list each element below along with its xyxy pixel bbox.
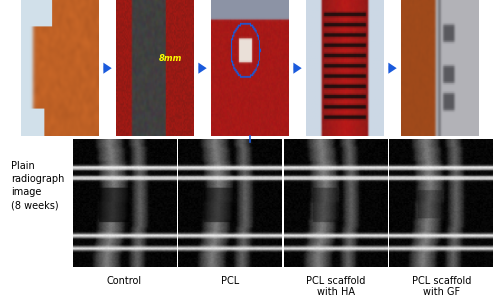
FancyArrowPatch shape: [294, 63, 302, 74]
Text: 8mm: 8mm: [159, 54, 182, 63]
Text: Scaffold: Scaffold: [230, 146, 270, 157]
Text: PCL scaffold
with GF: PCL scaffold with GF: [412, 275, 471, 297]
Text: PCL scaffold
with HA: PCL scaffold with HA: [306, 275, 365, 297]
Text: Plain
radiograph
image
(8 weeks): Plain radiograph image (8 weeks): [11, 161, 64, 211]
FancyArrowPatch shape: [104, 63, 112, 74]
Text: PCL: PCL: [221, 275, 239, 285]
FancyArrowPatch shape: [388, 63, 396, 74]
Text: Control: Control: [107, 275, 142, 285]
FancyArrowPatch shape: [198, 63, 206, 74]
FancyBboxPatch shape: [224, 144, 276, 159]
